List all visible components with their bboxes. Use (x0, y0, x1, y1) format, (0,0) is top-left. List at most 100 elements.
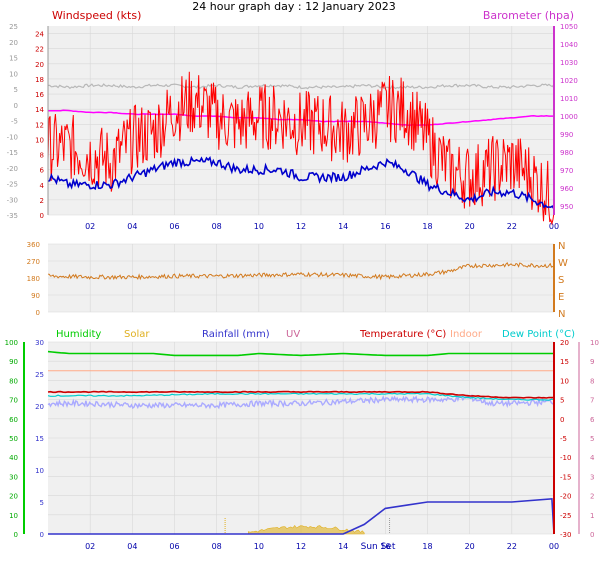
uv-tick-label: 2 (590, 493, 594, 501)
humidity-tick-label: 80 (9, 377, 18, 385)
legend-entry: Rainfall (mm) (202, 329, 270, 340)
baro-tick-label: 1030 (560, 59, 578, 67)
wind-x-tick-label: 20 (465, 222, 475, 231)
legend-entry: Solar (124, 329, 150, 340)
wind-x-tick-label: 16 (380, 222, 390, 231)
humidity-tick-label: 60 (9, 416, 18, 424)
wind-direction-line (47, 262, 554, 281)
solar-area (247, 525, 365, 535)
windspeed-axis-label: Windspeed (kts) (52, 9, 141, 22)
uv-tick-label: 8 (590, 377, 594, 385)
wind-tick-label: 20 (35, 61, 44, 69)
dew-point-line (47, 392, 555, 401)
humidity-tick-label: 40 (9, 454, 18, 462)
wind-x-tick-label: 00 (549, 222, 559, 231)
outer-tick-label: 0 (14, 102, 18, 110)
wind-tick-label: 12 (35, 121, 44, 129)
wind-tick-label: 16 (35, 91, 44, 99)
uv-tick-label: 7 (590, 397, 594, 405)
grey-trace-line (48, 83, 555, 90)
temp-tick-label: 15 (560, 358, 569, 366)
rain-tick-label: 20 (35, 403, 44, 411)
rain-tick-label: 0 (40, 531, 44, 539)
wind-tick-label: 22 (35, 46, 44, 54)
compass-label: S (558, 275, 564, 286)
baro-tick-label: 970 (560, 167, 573, 175)
uv-tick-label: 3 (590, 473, 594, 481)
wind-tick-label: 24 (35, 31, 44, 39)
wind-x-tick-label: 08 (212, 222, 222, 231)
wind-x-tick-label: 06 (169, 222, 179, 231)
compass-label: N (558, 241, 565, 252)
wind-tick-label: 2 (40, 197, 44, 205)
wind-dir-tick-label: 360 (27, 241, 40, 249)
baro-tick-label: 1010 (560, 95, 578, 103)
uv-tick-label: 6 (590, 416, 595, 424)
wind-dir-tick-label: 270 (27, 258, 40, 266)
humidity-line (47, 350, 554, 357)
wind-tick-label: 8 (40, 152, 44, 160)
temp-tick-label: -20 (560, 493, 571, 501)
barometer-axis-label: Barometer (hpa) (483, 9, 574, 22)
outer-tick-label: -15 (7, 149, 18, 157)
wind-dir-tick-label: 180 (27, 275, 40, 283)
temp-tick-label: -10 (560, 454, 571, 462)
uv-tick-label: 9 (590, 358, 594, 366)
temp-x-tick-label: 06 (169, 542, 179, 551)
wind-tick-label: 10 (35, 136, 44, 144)
uv-tick-label: 5 (590, 435, 594, 443)
baro-tick-label: 980 (560, 149, 573, 157)
temp-tick-label: 10 (560, 377, 569, 385)
wind-x-tick-label: 22 (507, 222, 517, 231)
legend-entry: Indoor (450, 329, 483, 340)
outer-tick-label: -20 (7, 165, 18, 173)
outer-tick-label: 20 (9, 39, 18, 47)
wind-x-tick-label: 14 (338, 222, 348, 231)
uv-tick-label: 4 (590, 454, 595, 462)
outer-tick-label: -25 (7, 181, 18, 189)
humidity-tick-label: 50 (9, 435, 18, 443)
outer-tick-label: 25 (9, 23, 18, 31)
rainfall-line (48, 497, 555, 535)
temp-x-tick-label: 04 (127, 542, 137, 551)
baro-tick-label: 960 (560, 185, 573, 193)
temp-x-tick-label: 18 (422, 542, 432, 551)
temp-tick-label: -30 (560, 531, 571, 539)
temp-x-tick-label: 22 (507, 542, 517, 551)
baro-tick-label: 950 (560, 203, 573, 211)
baro-tick-label: 1040 (560, 41, 578, 49)
wind-x-tick-label: 12 (296, 222, 306, 231)
outer-tick-label: -10 (7, 133, 18, 141)
wind-tick-label: 14 (35, 106, 44, 114)
rain-tick-label: 30 (35, 339, 44, 347)
temp-tick-label: 20 (560, 339, 569, 347)
temp-tick-label: -15 (560, 473, 571, 481)
rain-tick-label: 10 (35, 467, 44, 475)
outer-tick-label: -5 (11, 118, 18, 126)
baro-tick-label: 1000 (560, 113, 578, 121)
baro-tick-label: 1020 (560, 77, 578, 85)
temp-x-tick-label: 08 (212, 542, 222, 551)
temp-tick-label: 0 (560, 416, 564, 424)
humidity-tick-label: 100 (5, 339, 18, 347)
rain-tick-label: 25 (35, 371, 44, 379)
temp-tick-label: 5 (560, 397, 564, 405)
temp-tick-label: -5 (560, 435, 567, 443)
temperature-line (47, 390, 555, 399)
humidity-tick-label: 70 (9, 397, 18, 405)
temp-tick-label: -25 (560, 512, 571, 520)
wind-dir-tick-label: 90 (31, 292, 40, 300)
baro-tick-label: 1050 (560, 23, 578, 31)
humidity-tick-label: 0 (14, 531, 18, 539)
chart-title: 24 hour graph day : 12 January 2023 (192, 0, 396, 13)
temp-x-tick-label: 14 (338, 542, 348, 551)
wind-x-tick-label: 10 (254, 222, 264, 231)
legend-entry: Temperature (°C) (359, 329, 446, 340)
outer-tick-label: 15 (9, 55, 18, 63)
compass-label: E (558, 292, 564, 303)
legend-entry: Dew Point (°C) (502, 329, 575, 340)
wind-tick-label: 0 (40, 212, 44, 220)
compass-label: W (558, 258, 568, 269)
baro-tick-label: 990 (560, 131, 573, 139)
